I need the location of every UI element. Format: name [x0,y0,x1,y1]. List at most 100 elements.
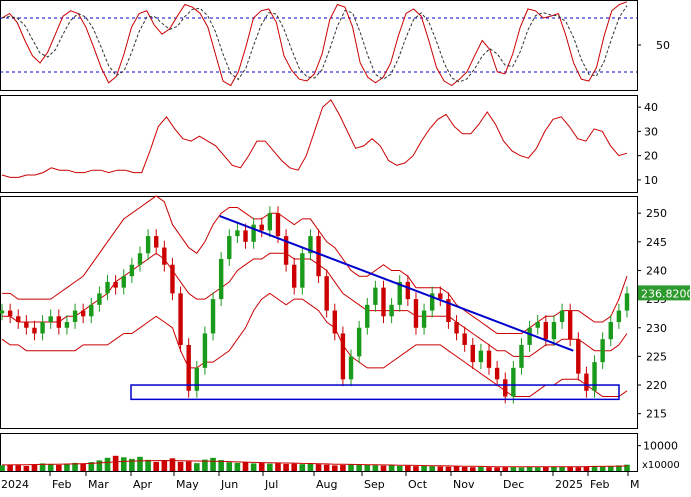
adx-tick-label: 10 [644,174,658,187]
candle-body [64,322,70,328]
candle-body [551,322,557,340]
last-price-label: 236.8200 [641,287,691,300]
candle-body [616,310,622,323]
volume-bar [96,460,103,471]
volume-bar [7,464,13,471]
candle-body [567,310,573,340]
volume-bar [226,462,233,471]
candle-body [438,293,443,300]
candle-body [105,281,110,294]
bollinger-lower-band [1,292,628,397]
time-tick-label: Apr [133,478,153,491]
candle-body [16,316,21,323]
volume-bar [624,464,630,471]
volume-bar [299,464,306,471]
volume-bar [234,462,241,471]
candle-body [267,213,273,231]
time-tick-label: Jun [220,478,238,491]
candle-body [0,310,5,314]
candle-body [72,310,78,323]
volume-bar [445,466,452,471]
volume-bar [469,467,476,471]
candle-body [340,333,346,380]
price-tick-label: 245 [646,236,667,249]
volume-bar [331,465,338,471]
stoch-k-line [1,1,628,87]
candle-body [40,322,45,334]
volume-bar [267,463,273,471]
price-tick-label: 250 [646,207,667,220]
volume-bar [575,467,582,471]
volume-bar [129,458,135,471]
volume-bar [283,463,289,471]
volume-unit-label: x10000 [642,460,680,471]
volume-bar [372,465,379,471]
candle-body [429,293,435,311]
volume-bar [478,466,484,471]
volume-bar [80,463,86,471]
volume-bar [56,464,62,471]
volume-bar [380,465,387,471]
candle-body [97,293,102,305]
candle-body [527,327,532,345]
time-tick-label: 2024 [1,478,29,491]
candle-body [145,236,151,254]
volume-bar [145,459,151,471]
volume-bar [461,466,468,471]
volume-bar [421,465,427,471]
candle-body [365,304,370,328]
volume-bar [112,455,119,471]
candle-body [56,316,62,328]
volume-bar [616,465,622,471]
volume-bar [340,464,346,471]
price-tick-label: 230 [646,322,667,335]
volume-bar [559,466,565,471]
volume-bar [502,467,509,471]
volume-bar [591,465,598,471]
volume-bar [323,464,330,471]
candle-body [543,322,549,340]
volume-bar [291,463,298,471]
adx-tick-label: 30 [644,125,658,138]
volume-bar [169,458,176,471]
candle-body [24,322,29,328]
candle-body [348,356,354,380]
candle-body [308,236,313,254]
volume-bar [526,466,533,471]
time-tick-label: Nov [453,478,475,491]
volume-bar [88,462,95,471]
candle-body [186,344,191,391]
volume-bar [551,466,557,471]
candle-body [503,379,508,397]
candle-body [373,287,378,305]
volume-ma-line [2,459,628,468]
volume-bar [453,466,460,471]
time-tick-label: Oct [408,478,428,491]
candle-body [624,293,630,311]
volume-bar [242,462,249,471]
stoch-d-line [1,5,628,83]
candle-body [600,339,605,363]
volume-bar [31,464,38,471]
candle-body [608,322,613,340]
bollinger-upper-band [2,195,628,334]
adx-tick-label: 20 [644,150,658,163]
descending-trendline [219,215,574,352]
candle-body [576,339,581,374]
candle-body [202,333,208,368]
time-tick-label: Sep [364,478,385,491]
volume-bar [23,465,30,471]
volume-bar [275,463,281,471]
candle-body [154,236,159,248]
candle-body [332,310,337,334]
volume-bar [0,465,5,471]
volume-bar [364,464,371,471]
volume-bar [356,464,362,471]
price-tick-label: 220 [646,379,667,392]
volume-bar [39,463,46,471]
support-zone-box [130,384,620,401]
time-tick-label: 2025 [555,478,583,491]
candle-body [559,310,565,323]
volume-bar [510,467,517,471]
